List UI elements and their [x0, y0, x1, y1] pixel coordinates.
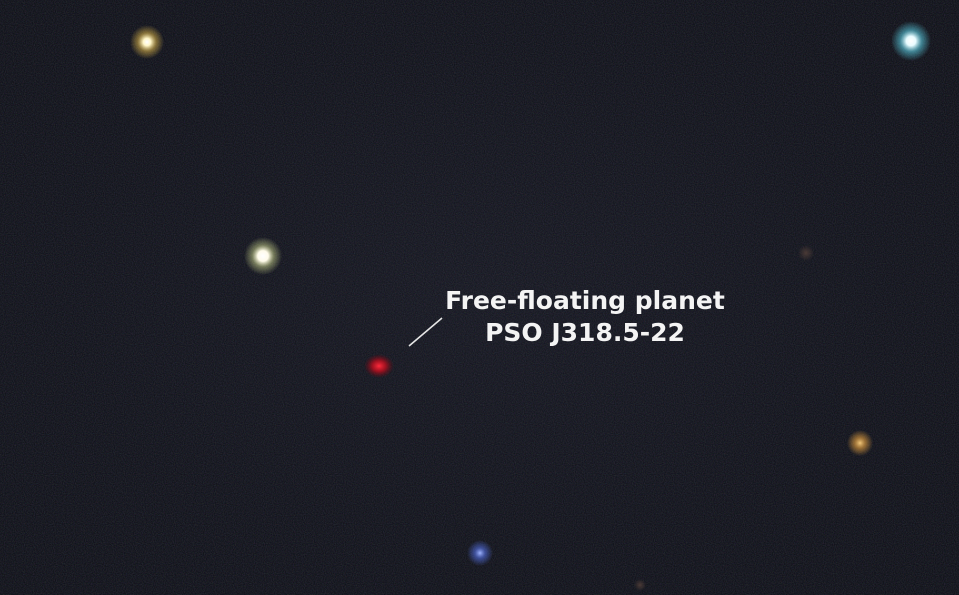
- pointer-line: [408, 317, 443, 347]
- white-star: [244, 237, 282, 275]
- planet-label: Free-floating planet PSO J318.5-22: [420, 285, 750, 349]
- blue-star: [467, 540, 493, 566]
- planet-pso-j318: [364, 354, 394, 378]
- orange-star: [847, 430, 873, 456]
- faint-star: [634, 579, 646, 591]
- faint-star: [798, 245, 814, 261]
- label-line-1: Free-floating planet: [445, 286, 725, 315]
- cyan-star: [891, 21, 931, 61]
- label-line-2: PSO J318.5-22: [485, 318, 685, 347]
- yellow-star: [130, 25, 164, 59]
